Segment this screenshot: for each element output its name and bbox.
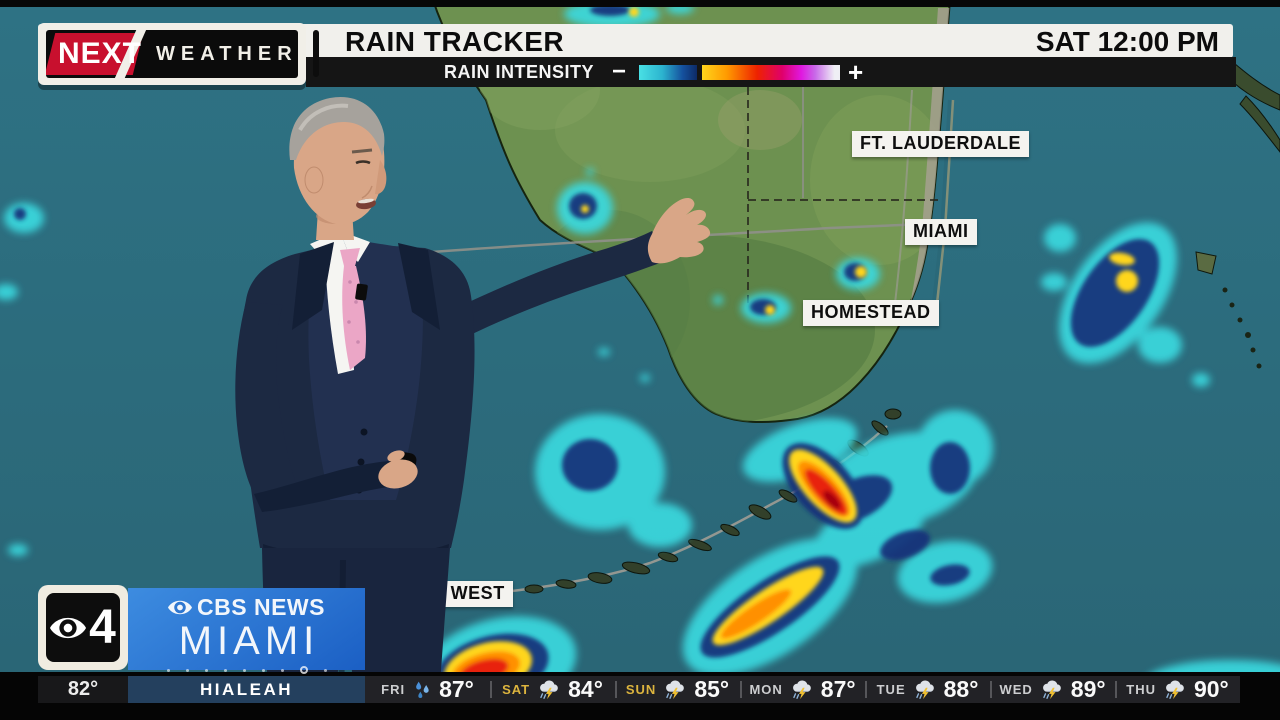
forecast-day: TUE 88° <box>865 676 990 703</box>
map-label-miami: MIAMI <box>905 219 977 245</box>
minus-icon: − <box>612 58 627 85</box>
storm-icon <box>1163 679 1187 700</box>
cbs-news-miami-logo: CBS NEWS MIAMI <box>128 588 365 674</box>
logo-dots <box>166 666 327 674</box>
logo-weather-word: WEATHER <box>156 42 298 65</box>
forecast-day: SAT 84° <box>490 676 615 703</box>
forecast-timestamp: SAT 12:00 PM <box>1035 26 1219 57</box>
storm-icon <box>663 679 687 700</box>
storm-icon <box>913 679 937 700</box>
heavy-rain-gradient <box>702 64 841 80</box>
plus-icon: + <box>848 57 864 87</box>
cbs4-logo: 4 <box>38 585 128 670</box>
forecast-day: MON 87° <box>740 676 865 703</box>
map-label-ft-lauderdale: FT. LAUDERDALE <box>852 131 1029 157</box>
station-city: MIAMI <box>178 619 320 663</box>
storm-icon <box>790 679 814 700</box>
forecast-day: SUN 85° <box>615 676 740 703</box>
current-location: HIALEAH <box>128 676 365 703</box>
current-temp: 82° <box>38 676 128 703</box>
network-name: CBS NEWS <box>197 594 325 620</box>
rain-intensity-legend: RAIN INTENSITY − + <box>306 57 1236 87</box>
map-label-homestead: HOMESTEAD <box>803 300 939 326</box>
header-banner: RAIN TRACKER SAT 12:00 PM RAIN INTENSITY… <box>0 0 1280 95</box>
channel-number: 4 <box>89 600 116 654</box>
logo-ring-dot <box>299 666 308 674</box>
segment-title: RAIN TRACKER <box>345 26 565 57</box>
forecast-day: WED 89° <box>990 676 1115 703</box>
storm-icon <box>537 679 561 700</box>
forecast-day: FRI 87° <box>381 676 474 702</box>
cbs-eye-icon <box>168 600 193 615</box>
legend-label: RAIN INTENSITY <box>444 61 595 82</box>
cbs-eye-icon <box>50 617 87 638</box>
next-weather-logo: NEXT WEATHER <box>38 23 306 85</box>
light-rain-gradient <box>639 64 698 80</box>
top-letterbox <box>0 0 1280 7</box>
forecast-day: THU 90° <box>1115 676 1240 703</box>
rain-icon <box>412 680 432 700</box>
logo-next-word: NEXT <box>58 37 143 70</box>
county-lines <box>747 87 943 308</box>
forecast-ticker: FRI 87° SAT 84° SUN 85° MON 87° TUE 88° … <box>365 676 1240 703</box>
storm-icon <box>1040 679 1064 700</box>
urban-strip <box>904 8 950 332</box>
header-divider <box>313 30 319 77</box>
